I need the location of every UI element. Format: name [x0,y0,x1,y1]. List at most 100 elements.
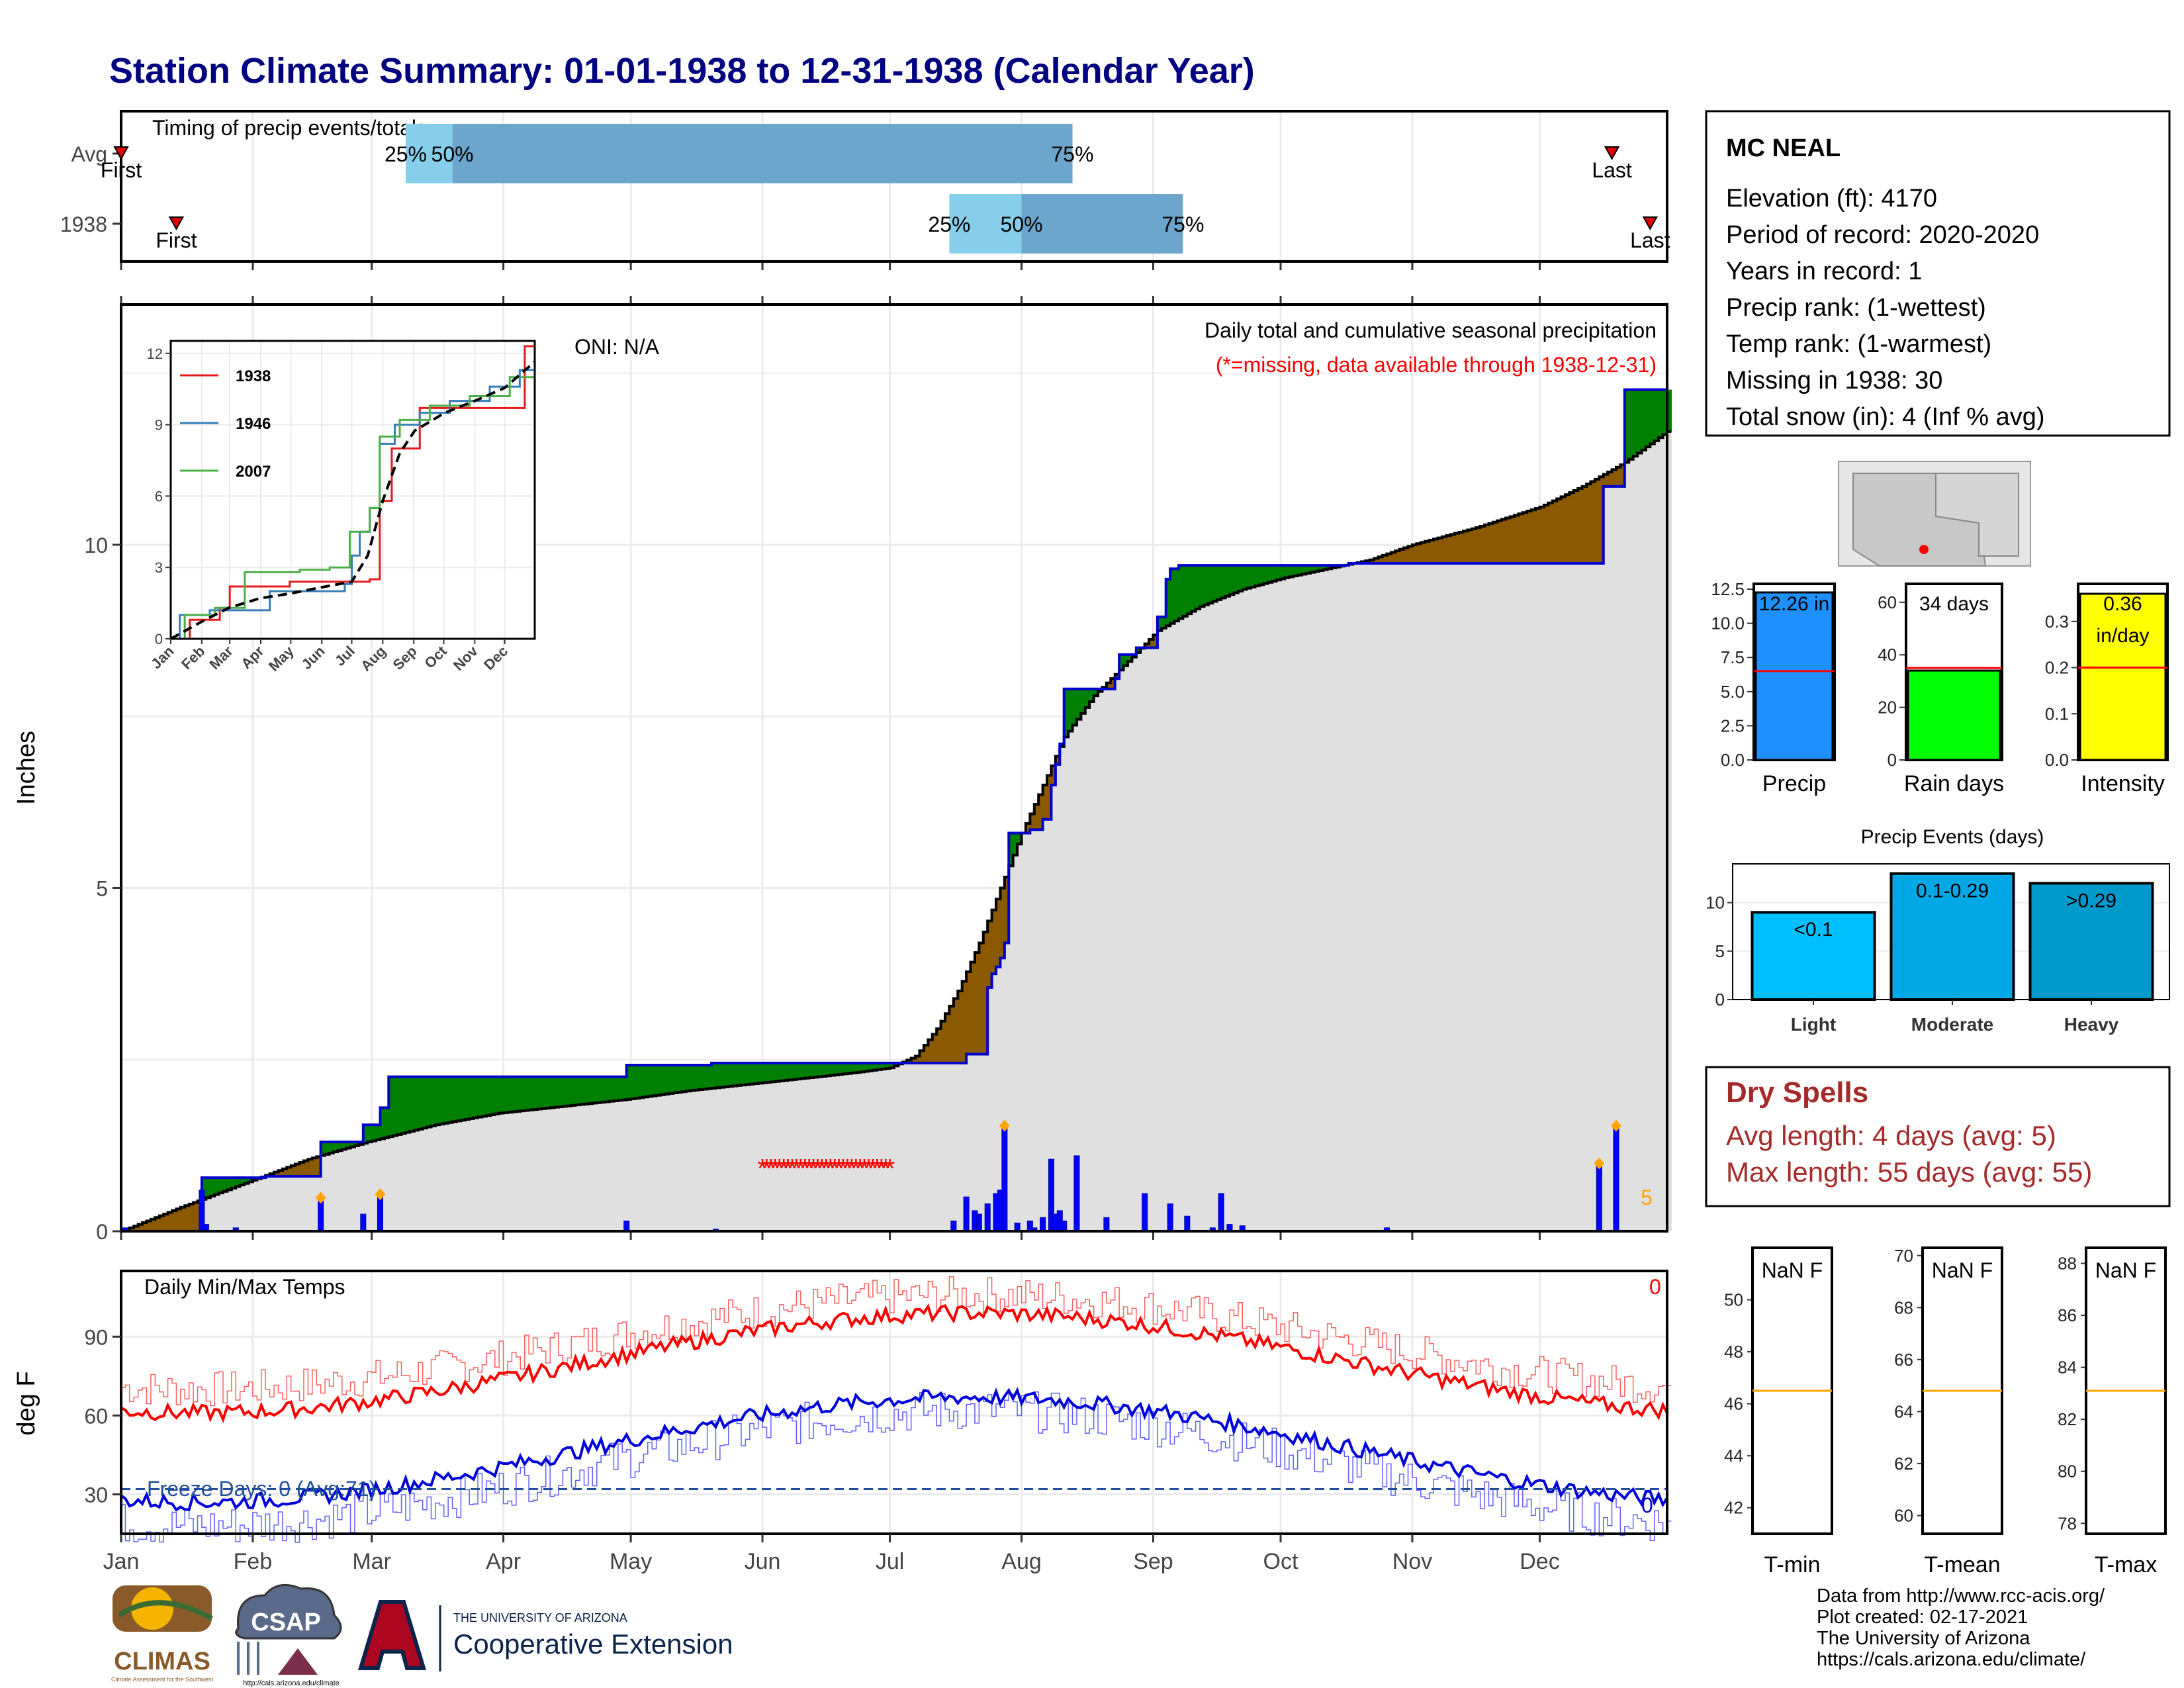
cumulative-base-fill [864,1071,870,1231]
above-normal-fill [1629,389,1634,459]
credit-line: Plot created: 02-17-2021 [1817,1607,2028,1628]
above-normal-fill [1293,565,1298,577]
cumulative-base-fill [1306,573,1311,1231]
tbox-value-label: NaN F [1762,1258,1823,1282]
above-normal-fill [533,1076,538,1110]
cumulative-base-fill [1153,647,1158,1231]
above-normal-fill [664,1065,670,1094]
daily-precip-bar [963,1196,970,1232]
cumulative-base-fill [329,1152,334,1231]
above-normal-fill [596,1076,602,1103]
below-normal-fill [1446,536,1451,563]
missing-markers: ******************************* [757,1154,895,1183]
above-normal-fill [1637,389,1643,453]
cumulative-base-fill [1531,563,1536,1231]
missing-day-marker: * [783,1154,794,1183]
above-normal-fill [338,1142,343,1151]
below-normal-fill [1374,558,1379,563]
below-normal-fill [146,1221,152,1231]
below-normal-fill [991,910,997,974]
precip-ylabel: Inches [13,731,40,805]
inset-ytick-label: 0 [155,631,163,647]
cumulative-base-fill [758,1083,763,1231]
cumulative-base-fill [1323,569,1328,1231]
cumulative-base-fill [856,1072,861,1231]
cumulative-base-fill [886,1068,891,1231]
below-normal-fill [923,1045,929,1063]
below-normal-fill [1004,876,1009,943]
timing-row-label: Avg [71,142,107,166]
cumulative-base-fill [1281,579,1286,1231]
cumulative-base-fill [533,1109,538,1231]
cumulative-base-fill [796,1079,801,1231]
missing-day-marker: * [817,1154,827,1183]
below-normal-fill [1603,474,1608,487]
cumulative-base-fill [800,1078,805,1231]
above-normal-fill [1064,688,1069,737]
tbox-ytick-label: 68 [1894,1297,1913,1317]
cumulative-base-fill [686,1091,691,1231]
cumulative-base-fill [278,1176,283,1231]
cumulative-base-fill [707,1088,712,1231]
cumulative-base-fill [1208,603,1213,1231]
cumulative-base-fill [745,1084,751,1231]
above-normal-fill [1624,389,1629,463]
precip-subtitle: Daily total and cumulative seasonal prec… [1205,318,1657,342]
below-normal-fill [1484,524,1490,563]
credit-line: https://cals.arizona.edu/climate/ [1817,1649,2086,1670]
cumulative-base-fill [338,1150,343,1231]
missing-day-marker: * [880,1154,891,1183]
cumulative-base-fill [354,1145,359,1231]
climas-sun [131,1587,173,1630]
cumulative-base-fill [575,1105,580,1231]
cumulative-base-fill [898,1064,903,1231]
climas-subtext: Climate Assessment for the Southwest [111,1676,214,1683]
mini-ytick-label: 0.0 [2045,750,2069,770]
above-normal-fill [1127,654,1132,662]
above-normal-fill [698,1065,704,1090]
cumulative-base-fill [1259,585,1264,1231]
above-normal-fill [1216,565,1222,600]
cumulative-base-fill [733,1086,738,1231]
cumulative-base-fill [554,1107,559,1231]
mini-ytick-label: 40 [1878,645,1897,665]
cumulative-base-fill [588,1103,593,1231]
above-normal-fill [784,1062,789,1081]
cumulative-base-fill [563,1106,568,1231]
above-normal-fill [631,1065,636,1099]
missing-day-marker: * [846,1154,857,1183]
cumulative-base-fill [784,1080,789,1231]
below-normal-fill [282,1168,287,1177]
below-normal-fill [1051,765,1056,785]
cumulative-base-fill [465,1119,470,1231]
timing-last-label: Last [1592,158,1632,182]
above-normal-fill [248,1178,253,1182]
cumulative-base-fill [614,1100,619,1231]
cumulative-base-fill [252,1180,257,1231]
cumulative-base-fill [652,1096,657,1231]
month-label: Sep [1133,1549,1173,1574]
above-normal-fill [439,1076,445,1125]
cumulative-base-fill [902,1062,907,1231]
cumulative-base-fill [1395,563,1400,1231]
cumulative-base-fill [227,1190,232,1231]
cumulative-base-fill [341,1149,347,1231]
cumulative-base-fill [1471,563,1477,1231]
mini-bar-charts: 0.0 2.5 5.0 7.5 10.0 12.5 12.26 in Precip 0 20 40 6… [1711,579,2169,796]
mini-bar-rain-days [1907,669,2001,761]
above-normal-fill [473,1076,478,1118]
below-normal-fill [193,1202,199,1231]
missing-day-marker: * [808,1154,819,1183]
station-info-line: Total snow (in): 4 (Inf % avg) [1726,403,2045,431]
above-normal-fill [881,1062,886,1069]
below-normal-fill [189,1203,194,1231]
month-label: Jan [103,1549,140,1574]
cumulative-base-fill [991,974,997,1231]
mini-bar-label: Rain days [1904,771,2004,796]
missing-day-marker: * [787,1154,797,1183]
above-normal-fill [889,1062,895,1068]
timing-p50-label: 50% [1001,212,1043,236]
above-normal-fill [1276,565,1281,581]
cumulative-base-fill [647,1096,653,1231]
